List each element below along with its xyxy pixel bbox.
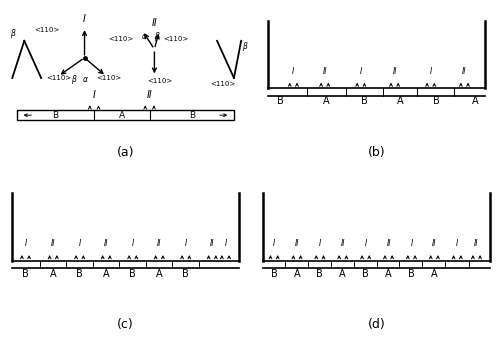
Text: II: II [386,239,390,249]
Text: <110>: <110> [147,78,172,84]
Text: B: B [188,111,194,120]
Text: II: II [209,239,214,249]
Text: I: I [292,67,294,76]
Text: (d): (d) [367,318,385,331]
Text: $\beta$: $\beta$ [71,73,78,86]
Text: II: II [473,239,478,249]
Text: B: B [53,111,59,120]
Text: A: A [322,96,329,106]
Text: $\beta$: $\beta$ [154,30,161,43]
Text: B: B [182,269,189,279]
Text: I: I [359,67,361,76]
Text: B: B [360,96,367,106]
Text: <110>: <110> [34,27,59,33]
Text: B: B [432,96,439,106]
Text: (a): (a) [117,146,134,159]
Text: B: B [407,269,413,279]
Text: I: I [364,239,366,249]
Text: I: I [93,90,95,100]
Text: A: A [384,269,391,279]
Text: $\alpha$: $\alpha$ [82,75,89,84]
Text: $\beta$: $\beta$ [242,40,248,53]
Text: B: B [129,269,136,279]
Text: A: A [396,96,403,106]
Text: I: I [273,239,275,249]
Text: II: II [340,239,344,249]
Text: I: I [25,239,27,249]
Text: I: I [455,239,457,249]
Text: A: A [103,269,109,279]
Text: $\alpha$: $\alpha$ [141,32,148,41]
Text: II: II [431,239,436,249]
Text: A: A [471,96,477,106]
Text: A: A [293,269,300,279]
Text: II: II [151,18,157,27]
Text: II: II [146,90,152,100]
Text: A: A [119,111,125,120]
Text: A: A [338,269,345,279]
Text: B: B [76,269,83,279]
Text: I: I [79,239,81,249]
Text: A: A [50,269,57,279]
Text: II: II [294,239,299,249]
Text: I: I [83,14,86,24]
Text: I: I [224,239,226,249]
Text: A: A [156,269,162,279]
Text: I: I [409,239,412,249]
Text: II: II [51,239,55,249]
Text: II: II [322,67,326,76]
Text: I: I [131,239,134,249]
Text: B: B [316,269,322,279]
Text: II: II [461,67,466,76]
Text: <110>: <110> [96,75,122,81]
Text: I: I [184,239,186,249]
Text: (b): (b) [367,146,385,159]
Text: A: A [430,269,436,279]
Text: I: I [318,239,320,249]
Text: B: B [361,269,368,279]
Bar [17,110,233,120]
Text: <110>: <110> [108,36,134,42]
Text: (c): (c) [117,318,134,331]
Text: <110>: <110> [162,36,188,42]
Text: II: II [157,239,161,249]
Text: II: II [104,239,108,249]
Text: I: I [429,67,431,76]
Text: II: II [392,67,396,76]
Text: B: B [22,269,29,279]
Text: <110>: <110> [46,75,71,81]
Text: <110>: <110> [209,81,234,87]
Text: $\beta$: $\beta$ [10,27,17,40]
Text: B: B [276,96,283,106]
Text: B: B [270,269,277,279]
